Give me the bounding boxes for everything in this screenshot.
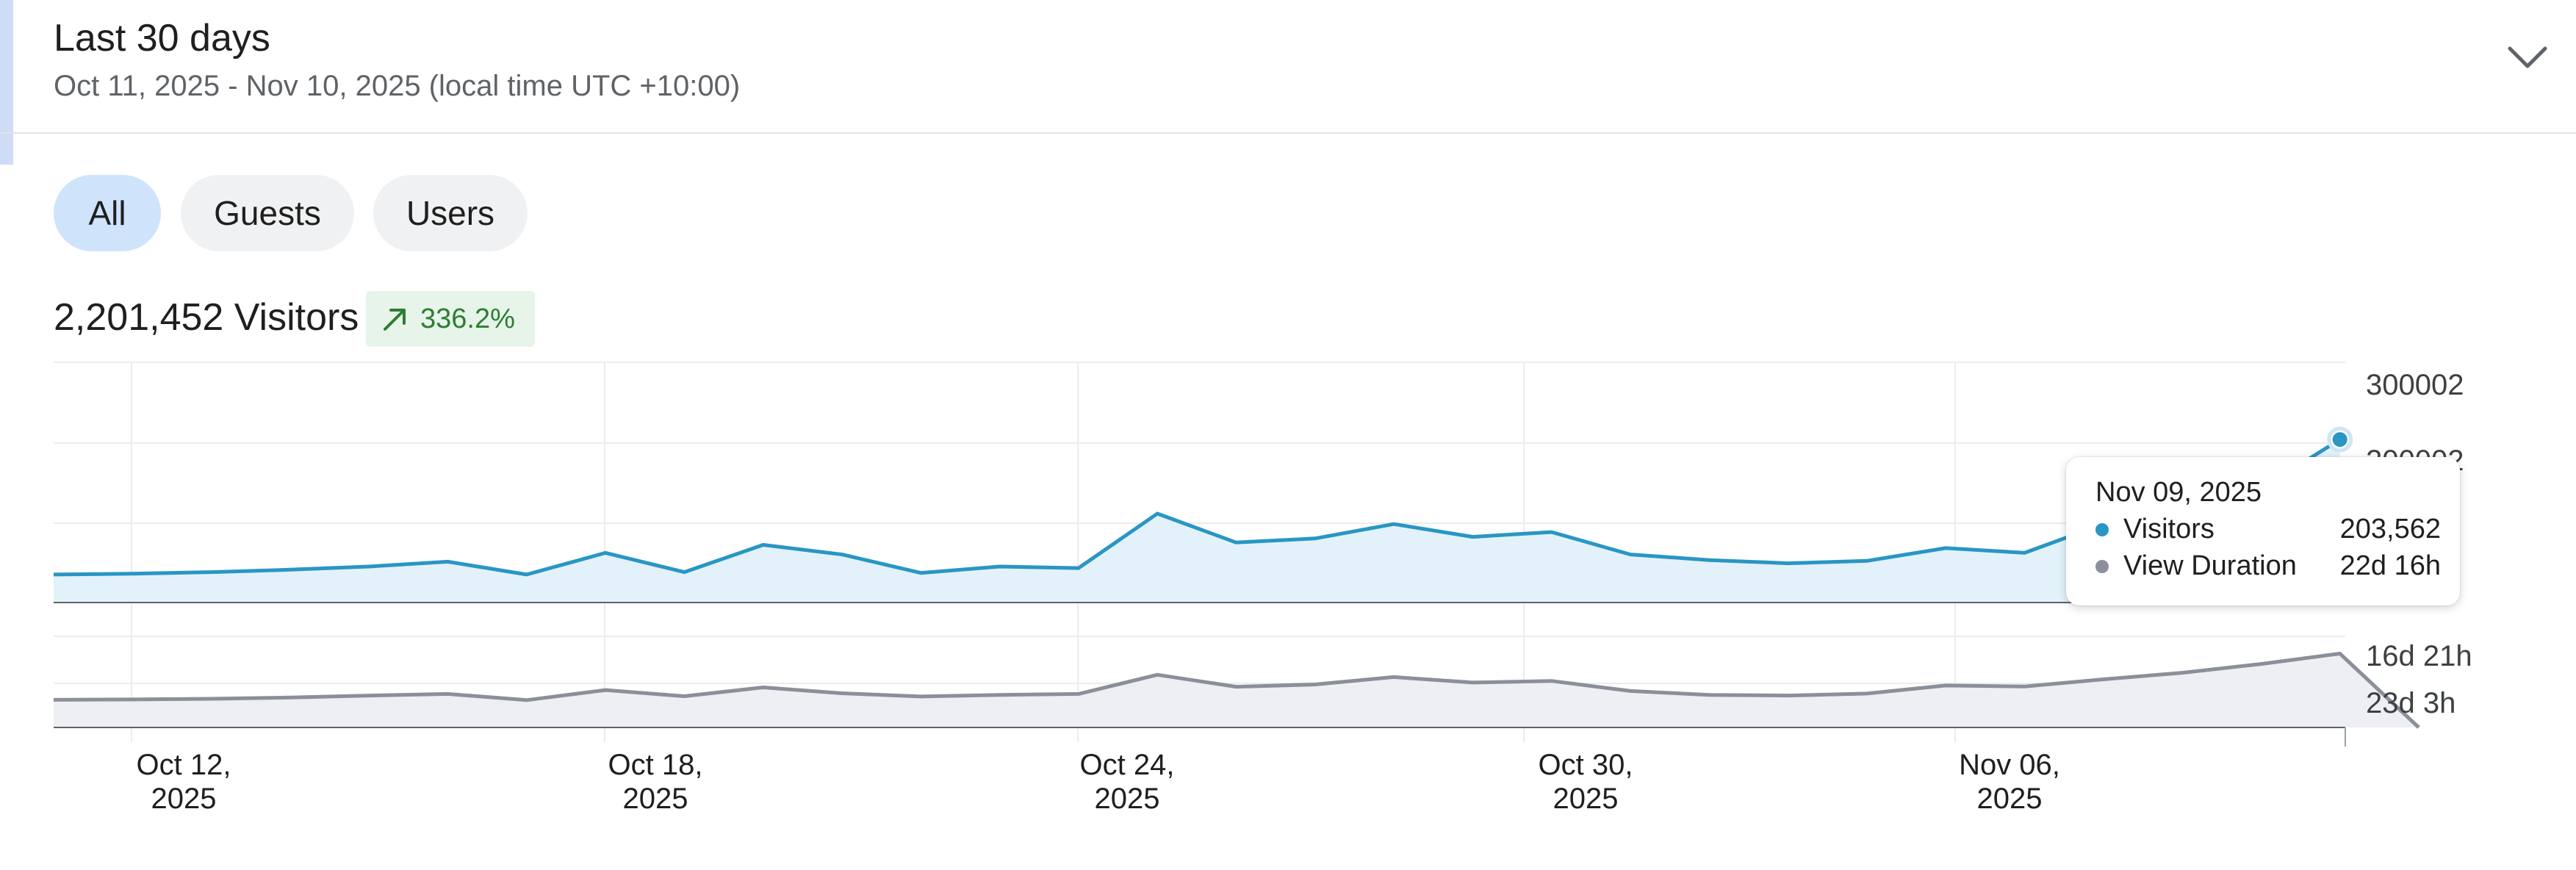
chart-tooltip: Nov 09, 2025 Visitors 203,562 View Durat…: [2066, 457, 2460, 605]
chevron-down-icon[interactable]: [2505, 43, 2550, 72]
x-tick-label: 2025: [1977, 783, 2043, 815]
x-tick-label: 2025: [151, 783, 217, 815]
delta-badge: 336.2%: [366, 291, 535, 347]
tooltip-label: Visitors: [2123, 514, 2215, 544]
visitors-area: [54, 439, 2340, 603]
date-range-title: Last 30 days: [54, 17, 270, 60]
duration-area: [54, 653, 2419, 727]
visitors-series-dot-icon: [2095, 523, 2109, 536]
x-tick-label: Nov 06,: [1959, 749, 2060, 781]
x-tick-label: 2025: [1095, 783, 1160, 815]
arrow-up-right-icon: [384, 309, 406, 331]
duration-series-dot-icon: [2095, 560, 2109, 573]
date-range-header[interactable]: Last 30 days Oct 11, 2025 - Nov 10, 2025…: [0, 0, 2576, 134]
x-tick-label: Oct 18,: [608, 749, 703, 781]
visitors-line: [53, 437, 2342, 577]
x-tick-label: 2025: [623, 783, 688, 815]
tooltip-row-view-duration: View Duration 22d 16h: [2095, 548, 2441, 583]
y-tick-label: 300002: [2366, 369, 2464, 401]
x-tick-label: Oct 12,: [137, 749, 231, 781]
tooltip-value: 203,562: [2339, 514, 2441, 544]
filter-chip-users[interactable]: Users: [373, 175, 528, 251]
date-range-subtitle: Oct 11, 2025 - Nov 10, 2025 (local time …: [54, 70, 741, 102]
y-tick-label: 23d 3h: [2366, 687, 2456, 719]
visitors-total: 2,201,452 Visitors: [54, 296, 359, 339]
left-accent-strip: [0, 0, 13, 165]
filter-chip-all[interactable]: All: [54, 175, 161, 251]
x-tick-label: Oct 30,: [1539, 749, 1633, 781]
duration-line: [53, 652, 2420, 729]
tooltip-label: View Duration: [2123, 550, 2297, 581]
x-tick-label: 2025: [1553, 783, 1619, 815]
highlight-point: [2332, 432, 2347, 447]
x-tick-label: Oct 24,: [1080, 749, 1175, 781]
y-tick-label: 16d 21h: [2366, 640, 2472, 672]
tooltip-value: 22d 16h: [2339, 550, 2441, 581]
tooltip-row-visitors: Visitors 203,562: [2095, 511, 2441, 547]
tooltip-date: Nov 09, 2025: [2095, 477, 2262, 508]
filter-chip-guests[interactable]: Guests: [181, 175, 354, 251]
delta-value: 336.2%: [420, 303, 515, 334]
